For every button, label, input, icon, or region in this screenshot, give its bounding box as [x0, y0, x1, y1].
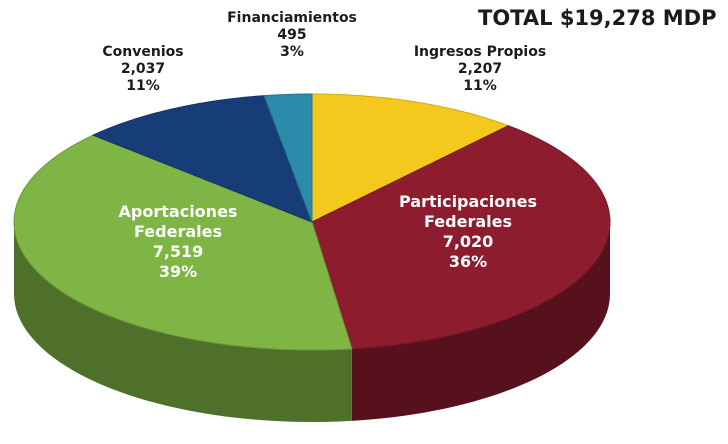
slice-value: 2,207 [457, 61, 503, 77]
slice [91, 95, 313, 223]
slice-name: Ingresos Propios [413, 44, 547, 60]
slice-value: 495 [277, 27, 307, 43]
slice-name: Aportaciones Federales [118, 202, 238, 241]
slice-side [14, 222, 352, 422]
slice [311, 93, 510, 223]
slice [263, 93, 313, 223]
slice-label: Financiamientos 495 3% [227, 10, 357, 61]
slice-value: 7,020 [442, 232, 494, 251]
slice-label: Ingresos Propios 2,207 11% [414, 44, 546, 95]
slice-name: Financiamientos [227, 10, 357, 26]
slice-percent: 36% [448, 252, 488, 271]
slice-value: 7,519 [152, 242, 204, 261]
slice-percent: 3% [280, 44, 304, 60]
slice [13, 134, 353, 351]
slice-label: Participaciones Federales 7,020 36% [393, 192, 543, 272]
slice-value: 2,037 [120, 61, 166, 77]
slice-label: Aportaciones Federales 7,519 39% [103, 202, 253, 282]
slice-label: Convenios 2,037 11% [102, 44, 183, 95]
slice-name: Convenios [102, 44, 184, 60]
slice [311, 125, 611, 350]
slice-name: Participaciones Federales [398, 192, 538, 231]
chart-title: TOTAL $19,278 MDP [478, 6, 717, 30]
slice-percent: 11% [126, 78, 160, 94]
slice-side [351, 222, 610, 421]
slice-percent: 39% [158, 262, 198, 281]
slice-percent: 11% [463, 78, 497, 94]
